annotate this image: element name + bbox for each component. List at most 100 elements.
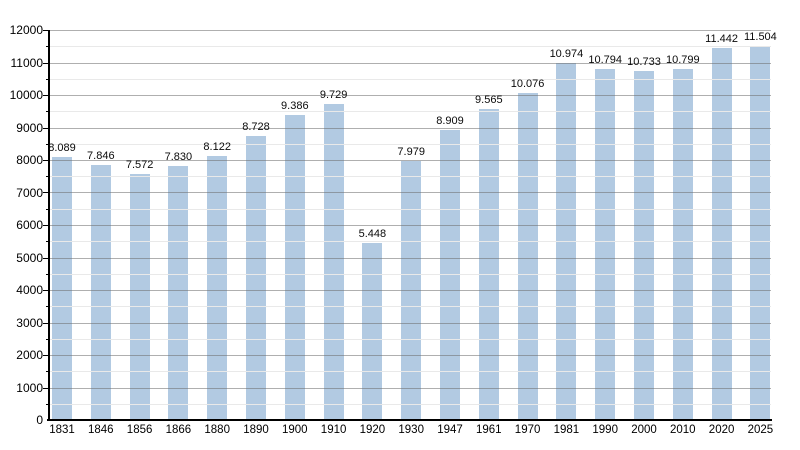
bar-value-label: 8.122 <box>203 141 231 154</box>
y-major-tick <box>43 323 49 324</box>
gridline-minor <box>49 79 771 80</box>
bar <box>129 173 150 420</box>
bar <box>634 71 654 420</box>
gridline-minor <box>49 176 771 177</box>
x-tick-label: 1990 <box>592 424 618 436</box>
gridline-major <box>49 160 771 161</box>
y-tick-label: 1000 <box>16 380 43 395</box>
x-tick-label: 1947 <box>437 424 463 436</box>
y-tick-label: 9000 <box>16 120 43 135</box>
gridline-major <box>49 225 771 226</box>
gridline-major <box>49 355 771 356</box>
bar <box>672 69 693 420</box>
y-tick-label: 8000 <box>16 153 43 167</box>
bar <box>478 109 499 420</box>
y-major-tick <box>43 95 49 96</box>
bar <box>362 242 383 420</box>
gridline-minor <box>49 46 771 47</box>
bar-value-label: 10.974 <box>549 48 584 61</box>
y-minor-tick <box>46 111 49 112</box>
y-axis <box>48 30 50 421</box>
bar-value-label: 8.909 <box>436 115 464 128</box>
y-major-tick <box>43 290 49 291</box>
x-tick-label: 1900 <box>282 424 308 436</box>
y-tick-label: 2000 <box>16 348 43 362</box>
gridline-major <box>49 128 771 129</box>
gridline-major <box>49 323 771 324</box>
x-tick-label: 1856 <box>126 424 153 436</box>
bar <box>750 46 771 420</box>
gridline-minor <box>49 144 771 145</box>
y-tick-label: 12000 <box>9 23 43 37</box>
y-tick-label: 4000 <box>16 283 43 297</box>
y-minor-tick <box>46 209 49 210</box>
bar-value-label: 11.442 <box>705 33 738 46</box>
x-tick-label: 1910 <box>320 424 347 436</box>
y-minor-tick <box>46 371 49 372</box>
y-minor-tick <box>46 144 49 145</box>
gridline-minor <box>49 306 771 307</box>
y-minor-tick <box>46 339 49 340</box>
bar <box>711 48 732 420</box>
bar <box>323 103 344 420</box>
bar-value-label: 10.733 <box>627 56 661 69</box>
y-tick-label: 0 <box>36 413 43 427</box>
bar-value-label: 7.979 <box>397 145 425 158</box>
bar-value-label: 8.728 <box>242 121 270 134</box>
x-tick-label: 1930 <box>398 424 424 436</box>
gridline-minor <box>49 111 771 112</box>
x-tick-label: 2025 <box>747 424 774 436</box>
bar-value-label: 9.386 <box>281 99 309 112</box>
x-tick-label: 2000 <box>631 424 657 436</box>
x-tick-label: 2010 <box>670 424 696 436</box>
x-tick-label: 1920 <box>359 424 386 436</box>
bar <box>168 165 189 420</box>
y-major-tick <box>43 63 49 64</box>
x-tick-label: 1981 <box>553 424 580 436</box>
bar-value-label: 7.830 <box>164 150 193 163</box>
x-axis <box>47 419 772 421</box>
gridline-major <box>49 192 771 193</box>
y-minor-tick <box>46 274 49 275</box>
bar <box>440 130 460 420</box>
bar-value-label: 9.565 <box>475 94 503 107</box>
y-tick-label: 3000 <box>16 315 43 330</box>
bar-value-label: 9.729 <box>319 88 348 101</box>
y-tick-label: 10000 <box>9 88 43 102</box>
x-tick-label: 1961 <box>476 424 502 436</box>
bar-value-label: 7.572 <box>125 158 154 171</box>
gridline-major <box>49 95 771 96</box>
y-tick-label: 6000 <box>16 218 43 232</box>
y-minor-tick <box>46 176 49 177</box>
gridline-major <box>49 30 771 31</box>
gridline-major <box>49 388 771 389</box>
y-major-tick <box>43 160 49 161</box>
bar <box>90 165 111 420</box>
bar-value-label: 10.794 <box>588 54 623 67</box>
x-tick-label: 2020 <box>708 424 735 436</box>
bar <box>246 136 266 420</box>
bar <box>284 114 305 420</box>
bar-value-label: 11.504 <box>743 31 777 44</box>
x-tick-label: 1890 <box>243 424 269 436</box>
x-tick-label: 1970 <box>514 424 541 436</box>
y-tick-label: 5000 <box>16 250 43 265</box>
bar-value-label: 10.799 <box>665 54 700 67</box>
gridline-minor <box>49 241 771 242</box>
y-tick-label: 7000 <box>16 185 43 200</box>
x-tick-label: 1846 <box>88 424 114 436</box>
y-tick-label: 11000 <box>10 55 43 70</box>
gridline-major <box>49 258 771 259</box>
y-major-tick <box>43 192 49 193</box>
bar-value-label: 8.089 <box>48 142 76 155</box>
bar <box>517 92 538 420</box>
gridline-minor <box>49 274 771 275</box>
x-tick-label: 1880 <box>204 424 230 436</box>
x-tick-label: 1866 <box>165 424 192 436</box>
bar <box>207 156 228 420</box>
bar-value-label: 10.076 <box>510 77 545 90</box>
gridline-minor <box>49 339 771 340</box>
y-minor-tick <box>46 404 49 405</box>
